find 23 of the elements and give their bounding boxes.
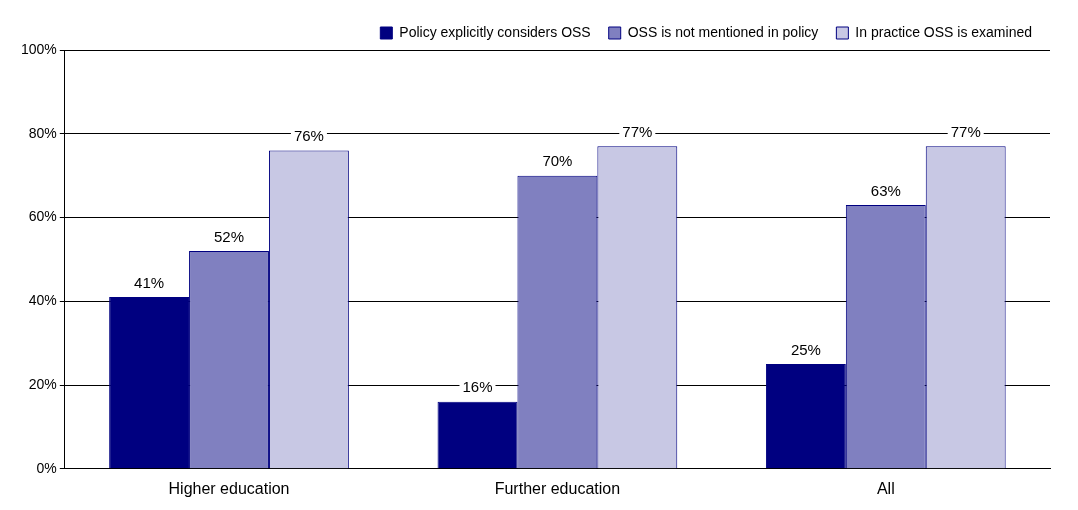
y-tick-label: 60%: [28, 208, 57, 225]
legend-label: Policy explicitly considers OSS: [399, 23, 591, 40]
x-tick-label: Further education: [494, 479, 621, 497]
legend-label: In practice OSS is examined: [855, 23, 1033, 40]
x-tick-label: Higher education: [168, 479, 290, 497]
data-label: 52%: [213, 227, 245, 245]
data-label: 77%: [622, 122, 653, 140]
data-label: 25%: [790, 340, 821, 358]
y-tick-label: 80%: [28, 124, 57, 141]
bar: [437, 401, 518, 469]
data-label: 70%: [542, 152, 573, 170]
x-tick-label: All: [876, 479, 895, 497]
data-label: 16%: [462, 378, 493, 396]
legend-label: OSS is not mentioned in policy: [627, 23, 819, 40]
data-label: 41%: [134, 273, 165, 291]
y-tick-label: 40%: [28, 292, 57, 309]
bar: [109, 297, 190, 469]
y-tick-label: 100%: [20, 40, 57, 57]
y-tick-label: 20%: [28, 375, 57, 392]
y-tick-label: 0%: [36, 459, 57, 476]
data-label: 77%: [950, 122, 981, 140]
data-label: 63%: [870, 181, 901, 199]
data-label: 76%: [293, 127, 324, 145]
